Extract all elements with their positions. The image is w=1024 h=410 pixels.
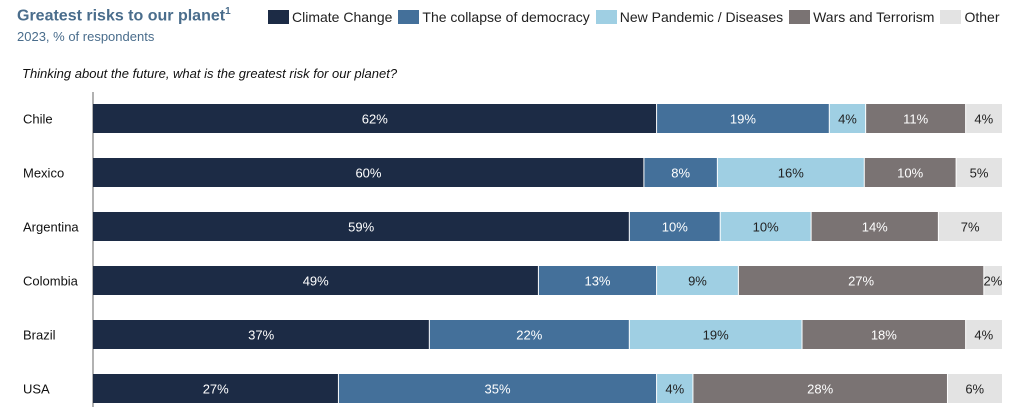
bar-segment — [93, 158, 644, 187]
data-label: 7% — [961, 220, 980, 235]
legend-label: Other — [964, 9, 1000, 25]
legend-swatch — [940, 10, 962, 24]
bar-segment — [93, 320, 430, 349]
legend-item-wars-and-terrorism: Wars and Terrorism — [789, 9, 934, 25]
bar-segment — [538, 266, 657, 295]
data-label: 59% — [348, 220, 374, 235]
chart-title-text: Greatest risks to our planet — [17, 7, 226, 25]
category-label-brazil: Brazil — [23, 328, 56, 343]
bar-segment — [956, 158, 1002, 187]
data-label: 28% — [807, 382, 833, 397]
category-label-argentina: Argentina — [23, 220, 79, 235]
bar-segment — [338, 374, 657, 403]
data-label: 19% — [703, 328, 729, 343]
legend-label: Climate Change — [292, 9, 393, 25]
bar-segment — [865, 104, 966, 133]
legend: Climate Change The collapse of democracy… — [268, 9, 1005, 25]
data-label: 27% — [203, 382, 229, 397]
data-label: 13% — [584, 274, 610, 289]
data-label: 4% — [974, 328, 993, 343]
bar-segment — [983, 266, 1002, 295]
bar-segment — [720, 212, 812, 241]
data-label: 62% — [362, 112, 388, 127]
legend-label: New Pandemic / Diseases — [619, 9, 784, 25]
data-label: 19% — [730, 112, 756, 127]
legend-item-collapse-of-democracy: The collapse of democracy — [398, 9, 590, 25]
data-label: 22% — [516, 328, 542, 343]
bar-segment — [692, 374, 948, 403]
data-label: 37% — [248, 328, 274, 343]
bar-segment — [429, 320, 630, 349]
bar-segment — [738, 266, 984, 295]
survey-question: Thinking about the future, what is the g… — [22, 66, 398, 81]
bar-segment — [93, 374, 339, 403]
legend-label: Wars and Terrorism — [813, 9, 935, 25]
bar-segment — [829, 104, 866, 133]
bar-segment — [965, 320, 1002, 349]
data-label: 49% — [303, 274, 329, 289]
category-label-usa: USA — [23, 382, 50, 397]
bar-segment — [93, 212, 630, 241]
bar-segment — [864, 158, 957, 187]
category-label-colombia: Colombia — [23, 274, 79, 289]
category-label-mexico: Mexico — [23, 166, 64, 181]
title-footnote: 1 — [225, 6, 231, 17]
data-label: 10% — [897, 166, 923, 181]
data-label: 4% — [974, 112, 993, 127]
bar-segment — [947, 374, 1002, 403]
bar-segment — [93, 266, 539, 295]
bar-segment — [629, 212, 721, 241]
data-label: 10% — [753, 220, 779, 235]
bar-segment — [643, 158, 718, 187]
data-label: 27% — [848, 274, 874, 289]
chart-subtitle: 2023, % of respondents — [17, 29, 155, 44]
legend-swatch — [268, 10, 289, 24]
data-label: 35% — [484, 382, 510, 397]
category-label-chile: Chile — [23, 112, 53, 127]
bar-segment — [656, 266, 739, 295]
data-label: 4% — [838, 112, 857, 127]
data-label: 10% — [662, 220, 688, 235]
legend-swatch — [595, 10, 617, 24]
bar-segment — [656, 104, 830, 133]
legend-item-climate-change: Climate Change — [268, 9, 392, 25]
data-label: 11% — [903, 112, 928, 127]
legend-swatch — [398, 10, 420, 24]
data-label: 6% — [965, 382, 984, 397]
bar-segment — [656, 374, 693, 403]
data-label: 8% — [671, 166, 690, 181]
legend-swatch — [789, 10, 811, 24]
data-label: 5% — [970, 166, 989, 181]
bar-segment — [717, 158, 865, 187]
bar-segment — [629, 320, 803, 349]
chart-title: Greatest risks to our planet1 — [17, 6, 231, 25]
data-label: 60% — [355, 166, 381, 181]
data-label: 9% — [688, 274, 707, 289]
data-label: 16% — [778, 166, 804, 181]
legend-item-new-pandemic: New Pandemic / Diseases — [595, 9, 784, 25]
data-label: 4% — [665, 382, 684, 397]
bar-segment — [938, 212, 1002, 241]
bar-segment — [811, 212, 939, 241]
legend-item-other: Other — [940, 9, 999, 25]
data-label: 18% — [871, 328, 897, 343]
bar-segment — [93, 104, 657, 133]
data-label: 2% — [984, 274, 1003, 289]
data-label: 14% — [862, 220, 888, 235]
legend-label: The collapse of democracy — [422, 9, 590, 25]
bar-segment — [965, 104, 1002, 133]
bar-segment — [802, 320, 966, 349]
